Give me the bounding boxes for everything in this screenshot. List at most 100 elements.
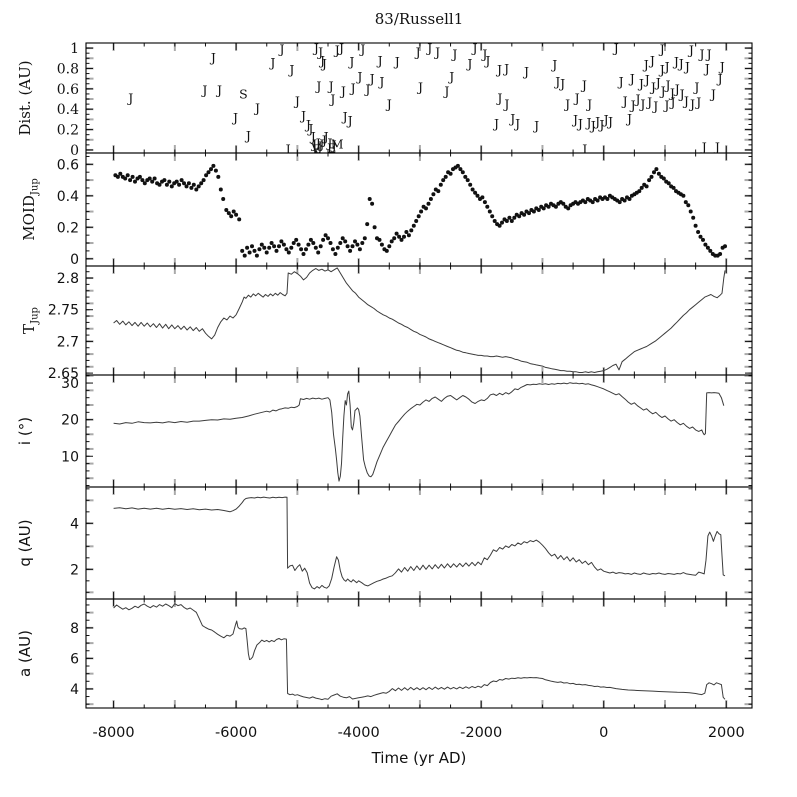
close-approach-letter: J [293,94,300,109]
q-line [113,496,726,590]
moid-dot [343,239,348,244]
close-approach-letter: J [673,81,680,96]
close-approach-letter: J [465,56,472,71]
moid-dot [199,181,204,186]
y-axis-title: TJup [20,307,41,334]
panel-frame [85,374,753,488]
close-approach-letter: J [687,43,694,58]
close-approach-letter: J [629,98,636,113]
close-approach-letter: J [718,59,725,74]
moid-dot [470,187,475,192]
moid-series [113,163,727,258]
x-ticks [112,266,728,375]
x-ticks [112,153,728,266]
close-approach-letter: J [442,83,449,98]
moid-dot [399,237,404,242]
moid-dot [480,195,485,200]
moid-dot [152,176,157,181]
moid-dot [372,225,377,230]
moid-dot [546,204,551,209]
moid-dot [218,187,223,192]
close-approach-letter: J [648,53,655,68]
close-approach-letter: J [299,108,306,123]
close-approach-letter: J [330,137,337,152]
close-approach-letter: J [328,92,335,107]
moid-dot [304,247,308,252]
close-approach-letter: J [347,54,354,69]
close-approach-letter: J [126,91,133,106]
close-approach-letter: J [316,138,323,153]
close-approach-letter: J [215,82,222,97]
moid-dot [688,209,693,214]
moid-dot [367,197,372,201]
moid-dot [316,250,321,255]
moid-dot [206,170,211,175]
tjup-series [113,267,726,373]
moid-dot [216,174,221,179]
y-axis-title: Dist. (AU) [16,60,34,135]
close-approach-letter: J [642,57,649,72]
moid-dot [394,231,399,236]
moid-dot [647,178,652,183]
close-approach-letter: J [268,55,275,70]
y-axis-title: a (AU) [16,630,34,677]
close-approach-letter: J [664,77,671,92]
moid-dot [693,223,698,228]
moid-dot [718,252,723,256]
moid-dot [392,236,397,241]
moid-dot [164,182,169,187]
x-tick-label: -6000 [215,725,257,741]
close-approach-letter: J [606,114,613,129]
moid-dot [252,248,257,253]
close-approach-letter: J [480,47,487,62]
close-approach-letter: E [327,140,336,155]
close-approach-letter: J [716,71,723,86]
moid-dot [291,241,296,245]
close-approach-letter: J [278,42,285,57]
moid-dot [441,178,446,183]
moid-dot [656,171,661,176]
y-tick-label: 4 [70,516,79,532]
moid-dot [411,223,416,228]
close-approach-letter: J [358,42,365,57]
close-approach-letter: J [310,136,317,151]
close-approach-letter: J [589,118,596,133]
moid-dot [531,209,536,214]
close-approach-letter: J [634,92,641,107]
moid-dot [133,179,137,184]
y-axis-title: i (°) [16,417,34,445]
close-approach-letter: J [416,79,423,94]
page-title: 83/Russell1 [374,10,464,28]
close-approach-letter: J [320,56,327,71]
moid-dot [345,244,350,249]
panel-frame [85,598,753,709]
close-approach-letter: J [628,71,635,86]
y-tick-label: 0.8 [57,61,79,77]
close-approach-letter: J [309,129,316,144]
moid-dot [237,217,242,222]
x-tick-label: -4000 [338,725,380,741]
dist-series: JJJJJSJJJJJJJJJJJJVJEJJJJJJJJJJJEJJJMJJJ… [126,42,725,155]
moid-dot [438,182,443,187]
moid-dot [683,200,688,205]
close-approach-letter: J [513,116,520,131]
moid-dot [370,201,375,206]
close-approach-letter: J [314,135,321,150]
moid-dot [296,242,301,247]
moid-dot [500,220,504,225]
y-tick-label: 2.65 [48,366,79,382]
close-approach-letter: J [705,47,712,62]
close-approach-letter: J [553,74,560,89]
moid-dot [194,187,199,192]
x-tick-label: -8000 [93,725,135,741]
moid-dot [379,242,384,247]
moid-dot [492,219,497,223]
moid-dot [360,241,365,245]
x-tick-labels: -8000 -6000 -4000 -2000 0 2000 [93,725,745,741]
y-tick-label: 4 [70,682,79,698]
moid-dot [326,236,330,241]
moid-dot [196,184,201,189]
close-approach-letter: J [414,45,421,60]
moid-dot [313,245,318,250]
